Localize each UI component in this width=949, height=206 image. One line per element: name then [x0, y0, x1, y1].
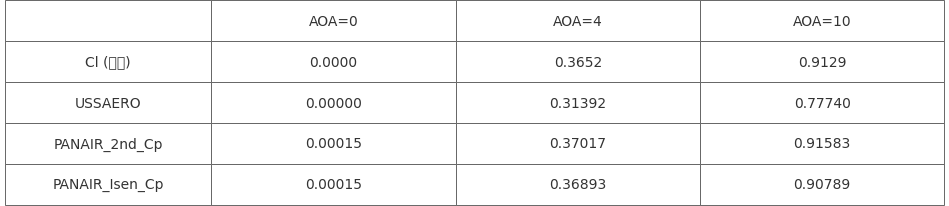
Text: 0.00015: 0.00015 — [305, 178, 363, 192]
Bar — [456, 123, 700, 164]
Text: 0.9129: 0.9129 — [798, 55, 847, 69]
Bar — [700, 164, 944, 205]
Bar — [700, 83, 944, 123]
Text: 0.0000: 0.0000 — [309, 55, 358, 69]
Bar — [456, 1, 700, 42]
Text: AOA=10: AOA=10 — [792, 14, 851, 28]
Bar — [456, 164, 700, 205]
Text: 0.31392: 0.31392 — [549, 96, 606, 110]
Bar — [212, 1, 456, 42]
Bar — [700, 42, 944, 83]
Text: 0.00000: 0.00000 — [306, 96, 362, 110]
Bar — [456, 83, 700, 123]
Text: AOA=4: AOA=4 — [553, 14, 603, 28]
Text: AOA=0: AOA=0 — [308, 14, 359, 28]
Text: 0.77740: 0.77740 — [793, 96, 850, 110]
Text: Cl (이론): Cl (이론) — [85, 55, 131, 69]
Bar — [5, 164, 212, 205]
Text: 0.90789: 0.90789 — [793, 178, 850, 192]
Bar — [212, 123, 456, 164]
Text: 0.37017: 0.37017 — [549, 137, 606, 151]
Bar — [5, 83, 212, 123]
Bar — [212, 164, 456, 205]
Bar — [5, 123, 212, 164]
Bar — [5, 1, 212, 42]
Text: PANAIR_Isen_Cp: PANAIR_Isen_Cp — [52, 178, 164, 192]
Bar — [456, 42, 700, 83]
Bar — [700, 123, 944, 164]
Bar — [212, 83, 456, 123]
Bar — [212, 42, 456, 83]
Text: 0.00015: 0.00015 — [305, 137, 363, 151]
Bar — [5, 42, 212, 83]
Text: 0.36893: 0.36893 — [549, 178, 606, 192]
Bar — [700, 1, 944, 42]
Text: 0.3652: 0.3652 — [553, 55, 602, 69]
Text: USSAERO: USSAERO — [75, 96, 141, 110]
Text: 0.91583: 0.91583 — [793, 137, 850, 151]
Text: PANAIR_2nd_Cp: PANAIR_2nd_Cp — [53, 137, 163, 151]
